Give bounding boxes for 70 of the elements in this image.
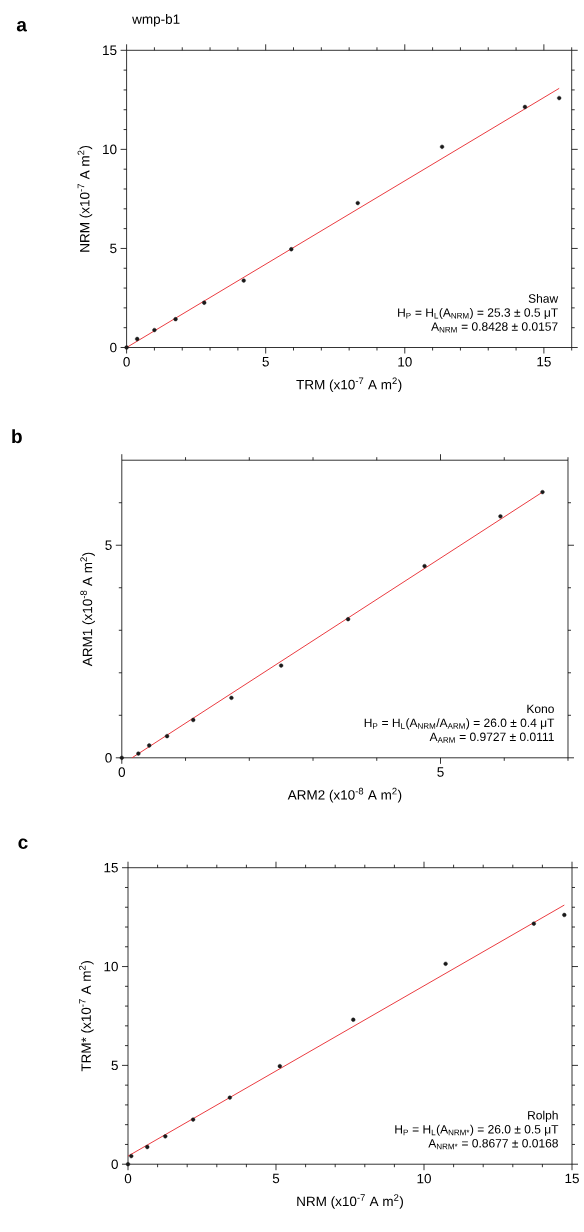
point: [191, 1117, 196, 1122]
point: [351, 1017, 356, 1022]
point: [531, 921, 536, 926]
chart-title: a: [16, 21, 27, 32]
point: [443, 961, 448, 966]
point: [422, 563, 427, 569]
point: [562, 912, 567, 918]
y-tick-label: 5: [105, 540, 112, 550]
point: [191, 717, 196, 723]
y-tick-label: 10: [104, 961, 118, 972]
point: [522, 104, 528, 110]
point: [119, 755, 124, 760]
x-tick-label: 15: [565, 1173, 579, 1184]
annotation: H$_{P}$ = H$_{L}$(A$_{NRM}$) = 25.3 ± 0.5 μT: [398, 307, 558, 320]
x-tick-label: 10: [398, 357, 412, 367]
chart-title: c: [18, 838, 28, 849]
point: [289, 247, 294, 252]
y-tick-label: 15: [103, 45, 117, 56]
x-tick-label: 15: [537, 357, 551, 367]
x-tick-label: 5: [262, 357, 269, 367]
annotation: Rolph: [528, 1110, 558, 1122]
point: [164, 734, 170, 739]
point: [136, 751, 141, 756]
point: [227, 1095, 232, 1100]
annotation: A$_{ARM}$ = 0.9727 ± 0.0111: [429, 732, 554, 743]
annotation: Kono: [527, 704, 554, 714]
x-tick-label: 0: [124, 1173, 132, 1184]
text: H$_{P}$ = H$_{L}$(A$_{NRM}$/A$_{ARM}$) = 26.0 ± 0.4 μT: [364, 718, 555, 730]
point: [540, 490, 545, 495]
y-tick-label: 0: [111, 1159, 118, 1169]
point: [145, 1144, 150, 1150]
y-tick-label: 10: [103, 144, 117, 155]
point: [135, 336, 140, 342]
annotation: A$_{NRM}$ = 0.8428 ± 0.0157: [431, 322, 558, 333]
point: [279, 663, 284, 668]
point: [152, 327, 157, 333]
point: [129, 1154, 134, 1159]
x-tick-label: 10: [417, 1173, 431, 1184]
annotation: Shaw: [528, 293, 559, 303]
y-tick-label: 0: [105, 753, 112, 763]
y-axis-title: TRM* (x10$^{-7}$ A m$^{2}$): [78, 961, 94, 1072]
chart-title: b: [12, 429, 22, 444]
point: [241, 278, 246, 283]
y-tick-label: 5: [110, 243, 117, 254]
x-axis-title: NRM (x10$^{-7}$ A m$^{2}$): [297, 1194, 403, 1209]
point: [163, 1134, 168, 1139]
point: [277, 1064, 282, 1069]
x-tick-label: 5: [272, 1173, 280, 1184]
y-tick-label: 15: [104, 863, 118, 873]
x-axis-title: TRM (x10$^{-7}$ A m$^{2}$): [296, 377, 402, 393]
point: [202, 300, 207, 305]
point: [147, 743, 152, 748]
point: [355, 200, 360, 206]
chart-subtitle: wmp-b1: [132, 14, 180, 27]
x-axis-title: ARM2 (x10$^{-8}$ A m$^{2}$): [287, 787, 402, 803]
point: [125, 1162, 131, 1167]
y-axis-title: ARM1 (x10$^{-8}$ A m$^{2}$): [80, 552, 95, 667]
point: [345, 617, 351, 622]
point: [498, 514, 503, 519]
point: [229, 695, 234, 700]
point: [439, 144, 445, 149]
annotation: A$_{NRM*}$ = 0.8677 ± 0.0168: [428, 1139, 558, 1150]
y-tick-label: 5: [111, 1060, 118, 1071]
y-axis-title: NRM (x10$^{-7}$ A m$^{2}$): [77, 145, 93, 252]
y-tick-label: 0: [110, 342, 117, 353]
annotation: H$_{P}$ = H$_{L}$(A$_{NRM*}$) = 26.0 ± 0.5 μT: [395, 1124, 559, 1136]
point: [557, 95, 562, 101]
point: [173, 317, 178, 322]
x-tick-label: 0: [123, 357, 130, 367]
point: [124, 345, 129, 350]
